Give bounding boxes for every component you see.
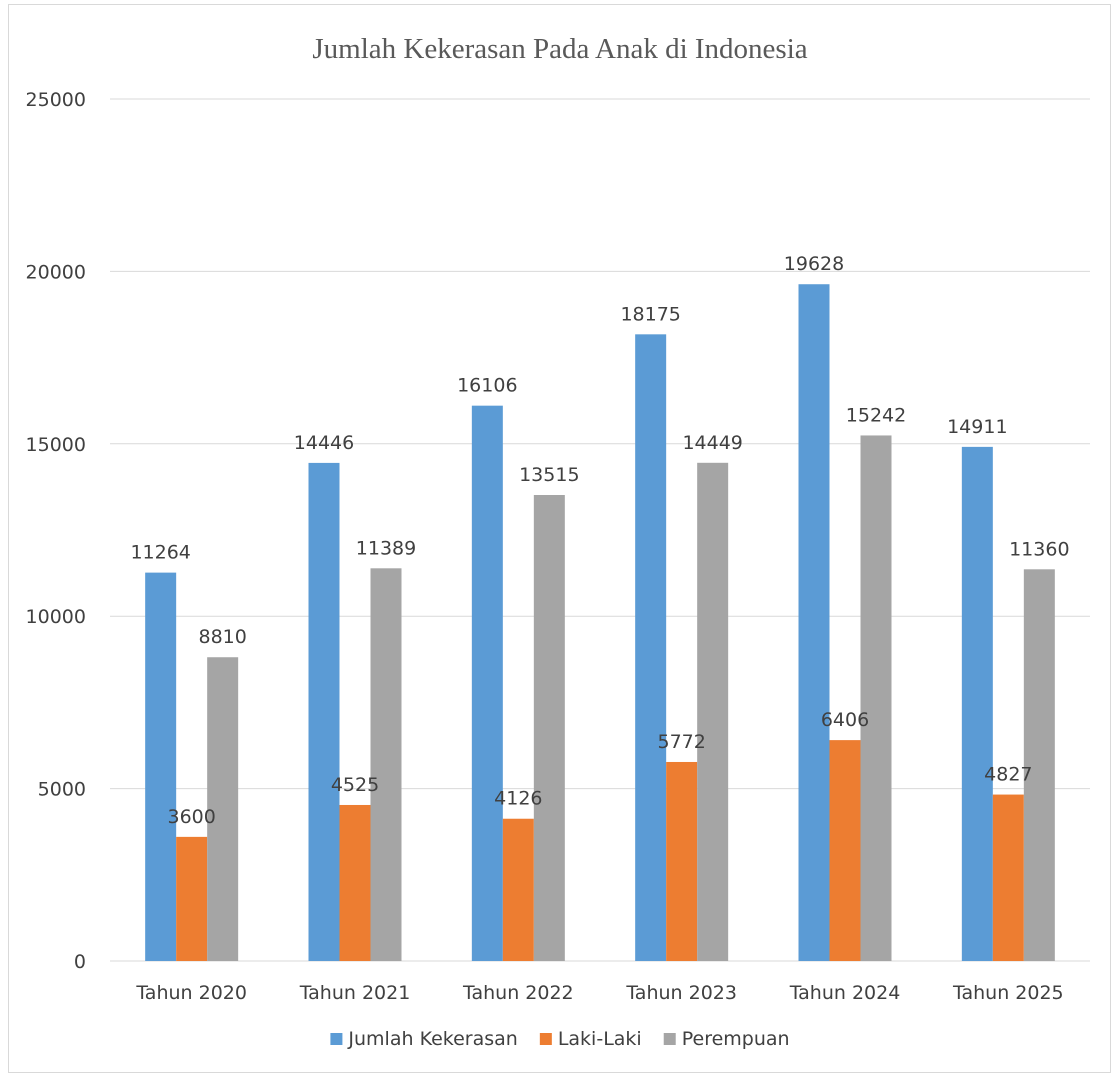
y-tick-label-3: 15000 [26,434,86,456]
x-tick-label-5: Tahun 2025 [952,982,1064,1004]
bar-0-1 [176,836,208,961]
x-tick-label-0: Tahun 2020 [135,982,247,1004]
data-label-5-1: 4827 [984,764,1032,786]
data-label-4-0: 19628 [784,253,844,275]
bar-3-0 [635,334,667,961]
legend-item: Perempuan [663,1028,790,1050]
bars [145,284,1055,962]
bar-5-2 [1023,569,1055,961]
data-label-3-1: 5772 [657,731,705,753]
data-label-4-1: 6406 [821,709,869,731]
bar-1-0 [308,462,340,961]
data-label-2-2: 13515 [519,464,579,486]
data-label-4-2: 15242 [846,404,906,426]
legend-item: Laki-Laki [539,1028,642,1050]
data-label-3-0: 18175 [620,303,680,325]
data-label-1-1: 4525 [331,774,379,796]
bar-5-0 [961,446,993,961]
bar-5-1 [992,794,1024,961]
data-label-1-2: 11389 [356,537,416,559]
x-tick-label-1: Tahun 2021 [299,982,411,1004]
legend-label: Jumlah Kekerasan [347,1028,517,1050]
gridlines [110,98,1090,962]
data-label-2-1: 4126 [494,788,542,810]
bar-2-2 [533,495,565,961]
data-label-0-1: 3600 [167,806,215,828]
legend-item: Jumlah Kekerasan [330,1028,518,1050]
legend-swatch [663,1033,676,1045]
x-axis-tick-labels: Tahun 2020 Tahun 2021 Tahun 2022 Tahun 2023… [135,982,1063,1004]
y-axis-tick-labels: 0 5000 10000 15000 20000 25000 [26,89,86,973]
bar-1-1 [339,804,371,961]
data-label-2-0: 16106 [457,375,517,397]
legend-swatch [330,1033,343,1045]
bar-4-1 [829,740,861,961]
y-tick-label-5: 25000 [26,89,86,111]
chart-title: Jumlah Kekerasan Pada Anak di Indonesia [312,33,807,65]
bar-0-0 [145,572,177,961]
data-labels: 11264 3600 8810 14446 4525 11389 16106 4126 1351… [130,253,1069,828]
data-label-0-0: 11264 [130,542,190,564]
legend: Jumlah Kekerasan Laki-Laki Perempuan [330,1028,790,1050]
y-tick-label-2: 10000 [26,606,86,628]
y-tick-label-1: 5000 [38,779,86,801]
data-label-1-0: 14446 [294,432,354,454]
bar-4-0 [798,284,830,961]
bar-4-2 [860,435,892,962]
x-tick-label-4: Tahun 2024 [789,982,901,1004]
bar-3-1 [666,761,698,961]
data-label-3-2: 14449 [682,432,742,454]
x-tick-label-3: Tahun 2023 [625,982,737,1004]
legend-swatch [539,1033,552,1045]
data-label-5-2: 11360 [1009,538,1069,560]
bar-2-0 [471,405,503,961]
bar-0-2 [207,657,239,961]
data-label-0-2: 8810 [198,626,246,648]
data-label-5-0: 14911 [947,416,1007,438]
y-tick-label-0: 0 [74,951,86,973]
bar-2-1 [502,818,534,961]
bar-1-2 [370,568,402,961]
bar-3-2 [697,462,729,961]
legend-label: Perempuan [682,1028,790,1050]
legend-label: Laki-Laki [558,1028,642,1050]
y-tick-label-4: 20000 [26,261,86,283]
x-tick-label-2: Tahun 2022 [462,982,574,1004]
